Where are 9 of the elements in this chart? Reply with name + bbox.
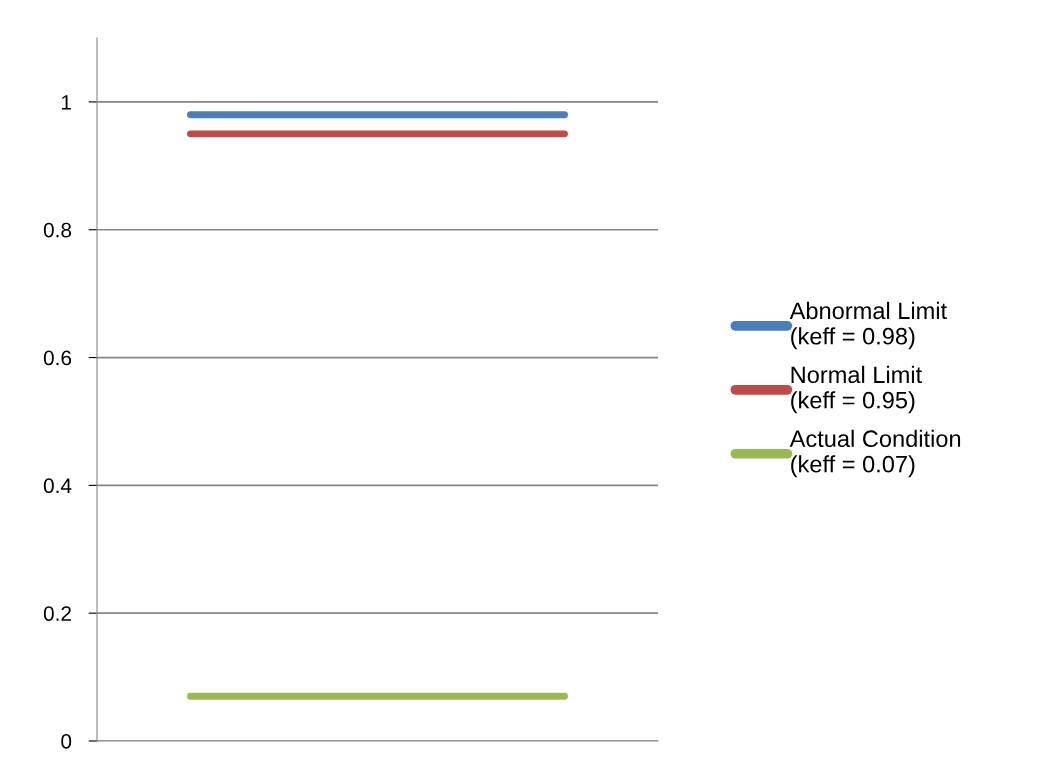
y-tick-label: 1 [62, 95, 71, 110]
y-tick-label: 0.4 [43, 478, 72, 494]
legend-label: Actual Condition (keff = 0.07) [789, 429, 961, 478]
legend-label: Normal Limit (keff = 0.95) [791, 365, 922, 414]
y-tick-label: 0 [61, 734, 72, 749]
legend-label: Abnormal Limit (keff = 0.98) [789, 301, 947, 350]
y-tick-label: 0.8 [43, 222, 72, 238]
y-tick-label: 0.6 [43, 350, 72, 366]
y-tick-label: 0.2 [43, 606, 71, 621]
